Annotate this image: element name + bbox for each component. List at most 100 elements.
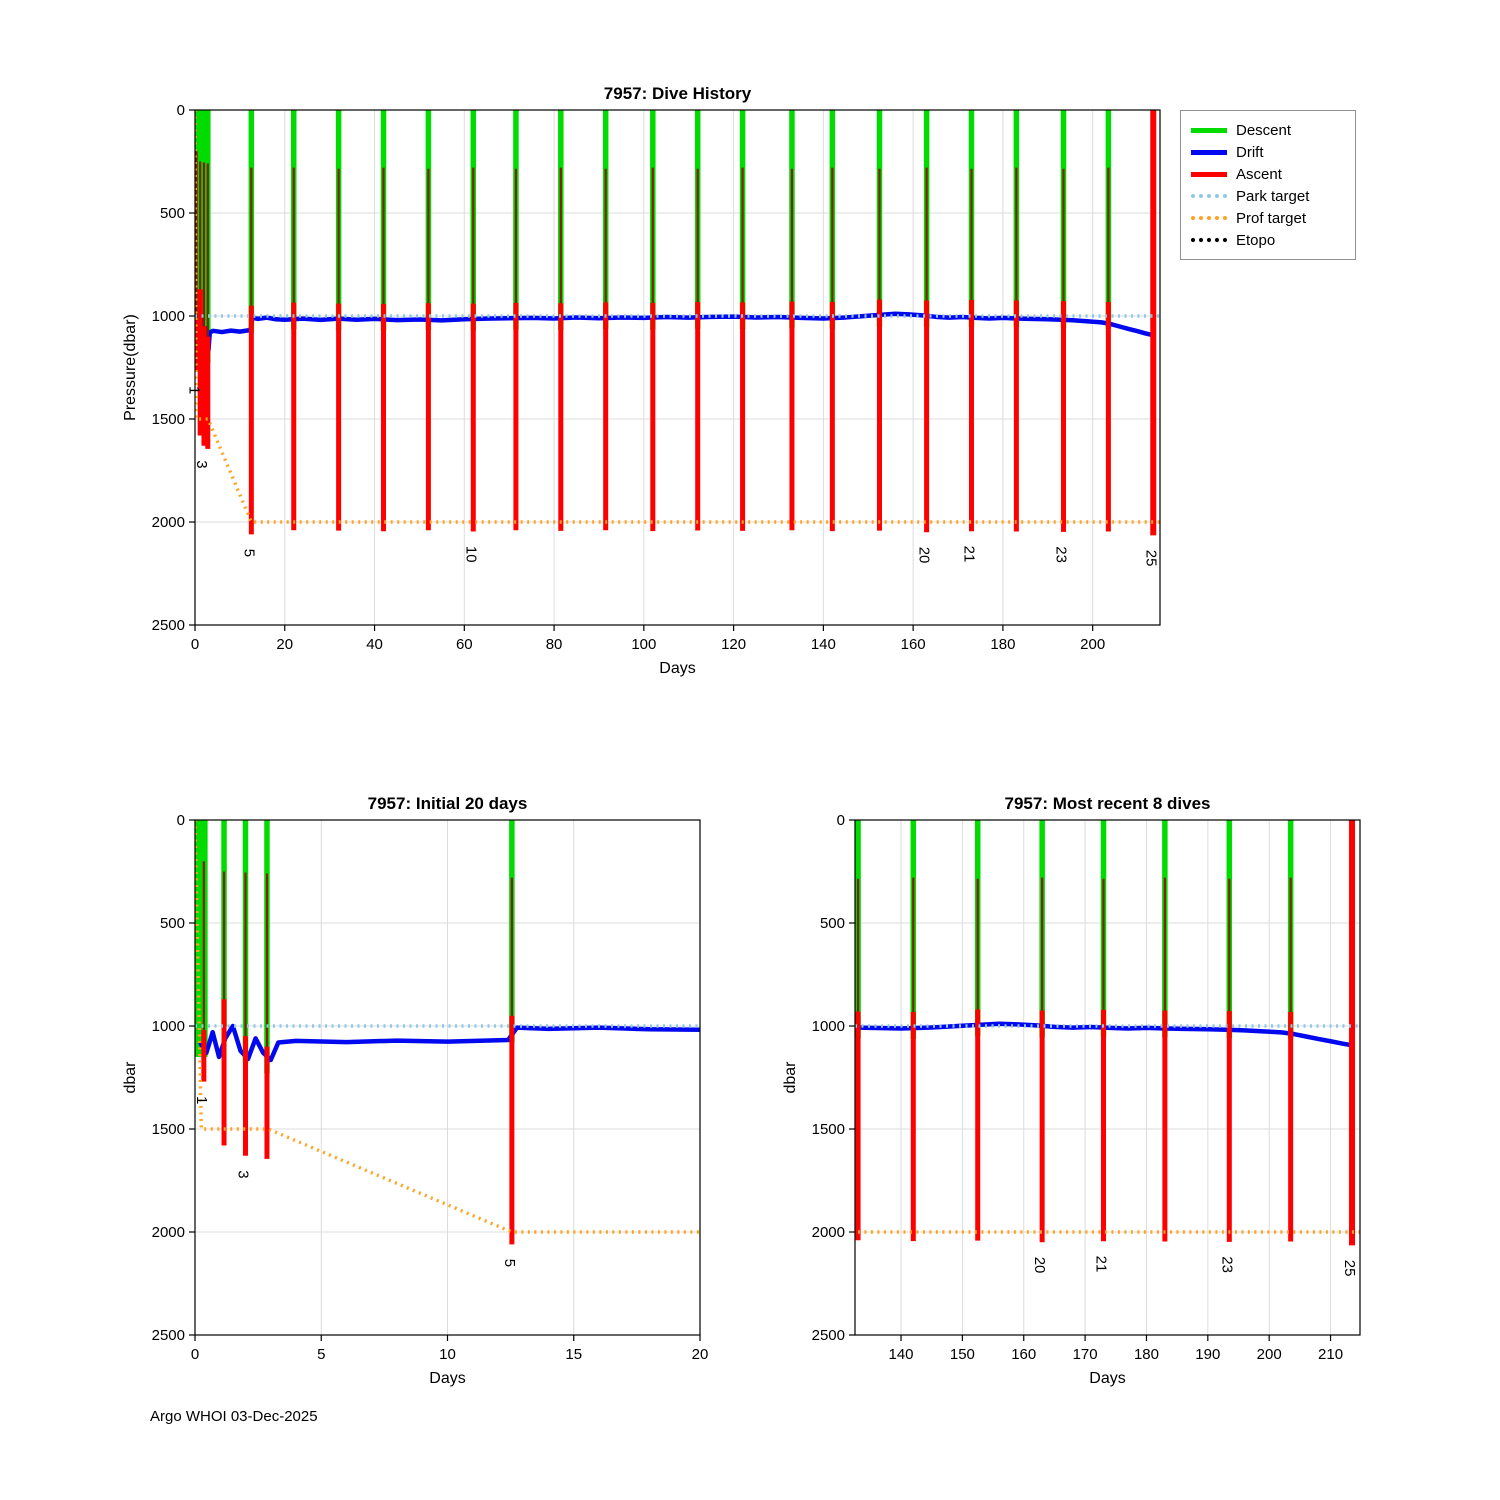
axes-box bbox=[854, 819, 1361, 1336]
dive-label: 5 bbox=[501, 1259, 518, 1267]
x-tick-label: 180 bbox=[1134, 1346, 1159, 1363]
y-tick-label: 2500 bbox=[152, 1327, 185, 1344]
y-tick-label: 2000 bbox=[152, 1224, 185, 1241]
legend-item-ascent: Ascent bbox=[1191, 163, 1345, 185]
y-tick-label: 0 bbox=[177, 102, 185, 119]
x-tick-label: 150 bbox=[950, 1346, 975, 1363]
ascent-series bbox=[201, 861, 515, 1245]
x-tick-label: 60 bbox=[456, 636, 473, 653]
x-tick-label: 0 bbox=[191, 1346, 199, 1363]
x-tick-label: 200 bbox=[1080, 636, 1105, 653]
initial-20-days-chart: 1 3 5 0 5 10 15 20 0 500 1000 1500 2000 2500 7957: Ini… bbox=[122, 794, 709, 1387]
y-axis-label: dbar bbox=[782, 1061, 799, 1094]
legend-prof-line bbox=[1191, 216, 1227, 220]
legend-descent-line bbox=[1191, 127, 1227, 133]
x-tick-label: 80 bbox=[546, 636, 563, 653]
dive-labels: 1 3 5 10 20 21 23 25 bbox=[186, 386, 1160, 566]
y-tick-label: 500 bbox=[160, 205, 185, 222]
dive-label: 23 bbox=[1053, 546, 1070, 563]
x-axis-label: Days bbox=[1089, 1370, 1125, 1387]
dive-label: 20 bbox=[1031, 1257, 1048, 1274]
y-tick-label: 2000 bbox=[152, 514, 185, 531]
x-tick-label: 10 bbox=[439, 1346, 456, 1363]
axes-box bbox=[194, 109, 1161, 626]
legend-label: Prof target bbox=[1236, 209, 1307, 227]
x-tick-label: 140 bbox=[889, 1346, 914, 1363]
y-axis-label: Pressure(dbar) bbox=[122, 314, 139, 421]
drift-series bbox=[855, 1021, 1354, 1048]
dive-label: 21 bbox=[1093, 1256, 1110, 1273]
y-axis-label: dbar bbox=[122, 1061, 139, 1094]
chart-title: 7957: Dive History bbox=[604, 84, 752, 103]
footer-text: Argo WHOI 03-Dec-2025 bbox=[150, 1408, 318, 1425]
chart-title: 7957: Most recent 8 dives bbox=[1005, 794, 1211, 813]
legend-item-drift: Drift bbox=[1191, 141, 1345, 163]
plot-background bbox=[195, 110, 1160, 625]
y-tick-label: 1000 bbox=[152, 1018, 185, 1035]
legend-drift-line bbox=[1191, 149, 1227, 155]
legend-item-prof: Prof target bbox=[1191, 207, 1345, 229]
y-tick-label: 0 bbox=[837, 812, 845, 829]
y-tick-label: 0 bbox=[177, 812, 185, 829]
dive-label: 25 bbox=[1341, 1260, 1358, 1277]
x-tick-label: 200 bbox=[1257, 1346, 1282, 1363]
dive-label: 3 bbox=[235, 1170, 252, 1178]
y-tick-label: 1000 bbox=[812, 1018, 845, 1035]
y-tick-label: 1500 bbox=[152, 1121, 185, 1138]
x-tick-label: 15 bbox=[565, 1346, 582, 1363]
legend-item-descent: Descent bbox=[1191, 119, 1345, 141]
y-tick-label: 2500 bbox=[152, 617, 185, 634]
x-tick-label: 140 bbox=[811, 636, 836, 653]
legend-label: Drift bbox=[1236, 143, 1264, 161]
x-tick-label: 0 bbox=[191, 636, 199, 653]
x-tick-label: 120 bbox=[721, 636, 746, 653]
x-tick-label: 180 bbox=[990, 636, 1015, 653]
dive-label: 25 bbox=[1142, 550, 1159, 567]
y-tick-label: 1500 bbox=[152, 411, 185, 428]
dive-label: 5 bbox=[240, 549, 257, 557]
x-axis-label: Days bbox=[659, 660, 695, 677]
x-tick-label: 5 bbox=[317, 1346, 325, 1363]
x-tick-label: 100 bbox=[631, 636, 656, 653]
dive-label: 21 bbox=[960, 546, 977, 563]
dive-label: 23 bbox=[1218, 1256, 1235, 1273]
y-tick-label: 500 bbox=[160, 915, 185, 932]
legend: Descent Drift Ascent Park target Prof target… bbox=[1180, 110, 1356, 260]
dive-label: 1 bbox=[193, 1096, 210, 1104]
x-tick-label: 210 bbox=[1318, 1346, 1343, 1363]
y-tick-label: 500 bbox=[820, 915, 845, 932]
x-tick-label: 190 bbox=[1195, 1346, 1220, 1363]
legend-label: Park target bbox=[1236, 187, 1310, 205]
x-tick-label: 170 bbox=[1073, 1346, 1098, 1363]
y-tick-label: 1000 bbox=[152, 308, 185, 325]
legend-label: Etopo bbox=[1236, 231, 1276, 249]
x-tick-label: 20 bbox=[276, 636, 293, 653]
dive-label: 10 bbox=[462, 546, 479, 563]
legend-park-line bbox=[1191, 194, 1227, 198]
x-tick-label: 20 bbox=[692, 1346, 709, 1363]
x-tick-label: 160 bbox=[1011, 1346, 1036, 1363]
dive-labels: 20 21 23 25 bbox=[1031, 1256, 1358, 1277]
dive-label: 3 bbox=[193, 460, 210, 468]
x-tick-label: 160 bbox=[901, 636, 926, 653]
axis-ticks: 0 20 40 60 80 100 120 140 160 180 2000500100015002… bbox=[152, 102, 1106, 653]
legend-item-park: Park target bbox=[1191, 185, 1345, 207]
plot-background bbox=[855, 820, 1360, 1335]
legend-etopo-line bbox=[1191, 238, 1227, 242]
dive-labels: 1 3 5 bbox=[193, 1096, 518, 1267]
prof-target-line bbox=[195, 110, 1160, 524]
dive-history-chart: 1 3 5 10 20 21 23 25 0 20 40 60 80 100 120 140 160 180 200… bbox=[122, 84, 1161, 677]
axis-ticks: 140 150 160 170 180 190 200 210 0 500 1000 1500 2000… bbox=[812, 812, 1343, 1363]
y-tick-label: 2000 bbox=[812, 1224, 845, 1241]
dive-label: 1 bbox=[186, 386, 203, 394]
legend-label: Ascent bbox=[1236, 165, 1282, 183]
ascent-series bbox=[855, 820, 1356, 1246]
drift-series bbox=[198, 1023, 700, 1063]
chart-title: 7957: Initial 20 days bbox=[368, 794, 528, 813]
y-tick-label: 1500 bbox=[812, 1121, 845, 1138]
dive-label: 20 bbox=[916, 547, 933, 564]
x-tick-label: 40 bbox=[366, 636, 383, 653]
legend-label: Descent bbox=[1236, 121, 1292, 139]
recent-8-dives-chart: 20 21 23 25 140 150 160 170 180 190 200 210 0 500 1000… bbox=[782, 794, 1361, 1387]
